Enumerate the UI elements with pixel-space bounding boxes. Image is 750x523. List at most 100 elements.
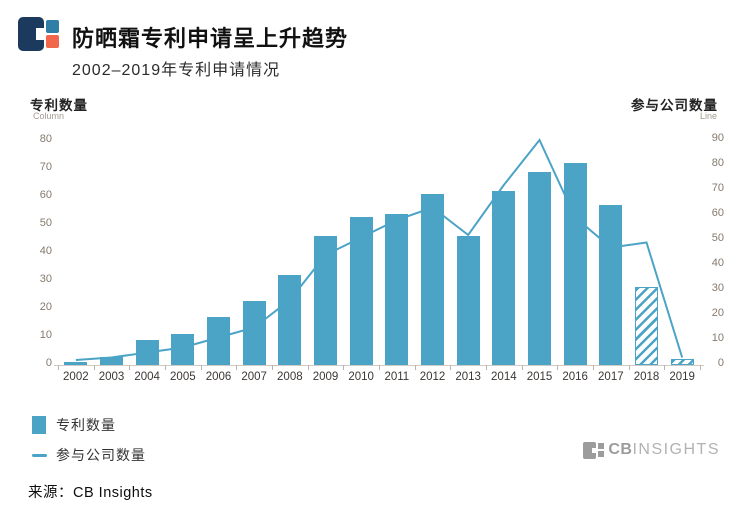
x-axis-label: 2014 [491, 371, 517, 383]
wordmark-rest: INSIGHTS [632, 441, 720, 458]
glyph-square-top [598, 442, 605, 449]
x-axis-label: 2015 [526, 371, 553, 383]
bar [314, 236, 337, 365]
bar [492, 191, 516, 365]
bar [349, 216, 373, 365]
left-axis-title: 专利数量 [30, 98, 88, 113]
bar [456, 236, 480, 365]
wordmark-bold: CB [608, 441, 633, 458]
x-axis-tickmark [272, 365, 273, 370]
y-axis-right-tick: 20 [711, 307, 724, 319]
y-axis-left-tick: 80 [39, 133, 52, 145]
bar-swatch-icon [32, 416, 46, 434]
bar [207, 317, 230, 365]
x-axis-label: 2011 [384, 371, 410, 383]
legend-item-line: 参与公司数量 [32, 443, 146, 467]
x-axis-label: 2013 [455, 371, 481, 383]
x-axis-label: 2019 [669, 371, 695, 383]
legend-label: 参与公司数量 [56, 447, 146, 463]
x-axis-tickmark [664, 365, 666, 370]
x-axis-tickmark [557, 365, 559, 370]
x-axis-label: 2012 [419, 371, 446, 383]
y-axis-left-tick: 10 [39, 329, 52, 341]
cb-insights-glyph-icon [583, 441, 605, 459]
x-axis-tickmark [58, 365, 59, 370]
bar [171, 334, 195, 365]
y-axis-right-tick: 60 [711, 207, 724, 219]
left-axis-sublabel: Column [33, 111, 65, 121]
source-credit: 来源：CB Insights [28, 485, 153, 501]
x-axis-tickmark [628, 365, 630, 370]
bar [64, 362, 88, 365]
right-axis-title: 参与公司数量 [631, 98, 718, 113]
x-axis-tickmark [700, 365, 701, 370]
y-axis-right-tick: 0 [717, 357, 724, 369]
glyph-notch [592, 447, 597, 453]
bar-hatched [635, 286, 658, 365]
page-subtitle: 2002–2019年专利申请情况 [72, 62, 281, 79]
glyph-block [583, 441, 597, 459]
y-axis-left-tick: 40 [39, 245, 52, 257]
y-axis-right-tick: 10 [711, 332, 724, 344]
y-axis-left-tick: 60 [39, 189, 52, 201]
cb-insights-logo-icon [18, 17, 59, 51]
legend-item-bars: 专利数量 [32, 413, 146, 437]
logo-blue-square [46, 20, 59, 33]
x-axis-tickmark [307, 365, 309, 370]
x-axis-label: 2017 [598, 371, 624, 383]
bar [563, 163, 587, 365]
y-axis-right-tick: 50 [711, 232, 724, 244]
bar [242, 300, 266, 365]
y-axis-right-tick: 80 [711, 157, 724, 169]
y-axis-left-tick: 20 [39, 301, 52, 313]
y-axis-left-tick: 50 [39, 217, 52, 229]
x-axis-tickmark [236, 365, 238, 370]
x-axis-label: 2008 [277, 371, 303, 383]
y-axis-left-tick: 0 [45, 357, 52, 369]
y-axis-left-tick: 70 [39, 161, 52, 173]
x-axis-label: 2003 [98, 371, 125, 383]
x-axis-label: 2016 [562, 371, 588, 383]
x-axis-label: 2010 [348, 371, 374, 383]
y-axis-right-tick: 70 [711, 182, 724, 194]
x-axis-tickmark [486, 365, 487, 370]
line-swatch-icon [32, 453, 47, 457]
x-axis-tickmark [343, 365, 345, 370]
x-axis-label: 2018 [633, 371, 660, 383]
x-axis-tickmark [200, 365, 202, 370]
x-axis-label: 2007 [241, 371, 267, 383]
x-axis-label: 2006 [205, 371, 232, 383]
y-axis-right-tick: 90 [711, 132, 724, 144]
bar [599, 205, 623, 365]
glyph-square-bottom [598, 450, 605, 457]
x-axis-tickmark [414, 365, 416, 370]
x-axis-tickmark [165, 365, 166, 370]
y-axis-left-tick: 30 [39, 273, 52, 285]
x-axis-label: 2004 [134, 371, 160, 383]
bar [278, 275, 302, 365]
x-axis-label: 2002 [63, 371, 89, 383]
legend-label: 专利数量 [56, 417, 116, 433]
x-axis-tickmark [93, 365, 95, 370]
right-axis-sublabel: Line [699, 111, 717, 121]
x-axis-tickmark [450, 365, 452, 370]
x-axis-tickmark [379, 365, 380, 370]
cb-insights-wordmark: CB INSIGHTS [583, 441, 720, 459]
y-axis-right-tick: 40 [711, 257, 724, 269]
logo-orange-square [46, 35, 59, 48]
bar [385, 213, 409, 365]
bar [528, 171, 551, 365]
x-axis-label: 2005 [170, 371, 196, 383]
x-axis-tickmark [593, 365, 594, 370]
x-axis-tickmark [129, 365, 131, 370]
bar [100, 356, 123, 365]
x-axis-tickmark [521, 365, 523, 370]
trend-line [75, 138, 684, 361]
logo-c-notch [36, 28, 44, 40]
bar [135, 339, 159, 365]
page-title: 防晒霜专利申请呈上升趋势 [72, 26, 349, 51]
x-axis-label: 2009 [312, 371, 339, 383]
bar [421, 194, 444, 365]
y-axis-right-tick: 30 [711, 282, 724, 294]
